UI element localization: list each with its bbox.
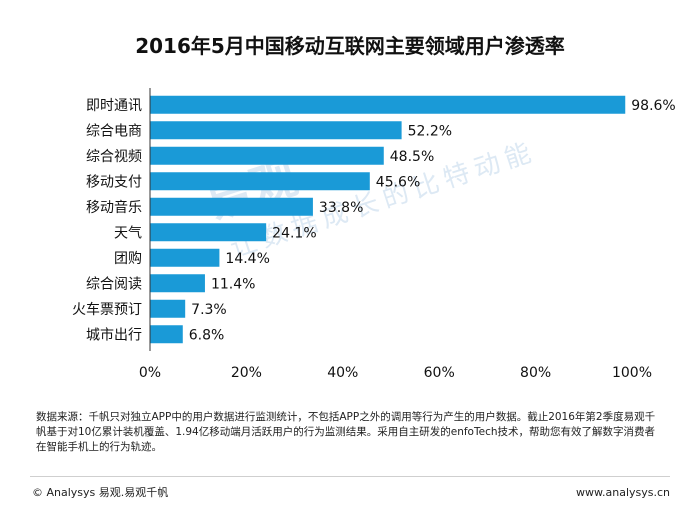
category-label: 城市出行 (86, 326, 142, 343)
footer-website: www.analysys.cn (576, 486, 670, 499)
bar (150, 146, 384, 165)
value-label: 24.1% (272, 225, 316, 241)
bar (150, 95, 626, 114)
value-label: 11.4% (211, 276, 255, 292)
bar (150, 223, 267, 242)
category-label: 综合阅读 (86, 275, 142, 292)
x-tick-label: 40% (327, 365, 358, 381)
x-tick-label: 0% (139, 365, 161, 381)
bars-layer (150, 95, 626, 344)
footer-copyright: © Analysys 易观.易观千帆 (32, 486, 169, 499)
bar (150, 325, 183, 344)
category-label: 综合电商 (86, 123, 142, 139)
bar (150, 197, 313, 216)
category-label: 综合视频 (86, 149, 142, 165)
value-label: 6.8% (189, 327, 225, 343)
category-label: 火车票预订 (72, 301, 142, 318)
value-label: 48.5% (390, 149, 434, 165)
category-label: 团购 (114, 251, 142, 267)
value-label: 33.8% (319, 200, 363, 216)
x-tick-label: 60% (424, 365, 455, 381)
value-label: 45.6% (376, 174, 420, 190)
value-labels: 98.6% 52.2% 48.5% 45.6% 33.8%24.1%14.4% 11.4%… (189, 98, 676, 344)
bar (150, 172, 370, 191)
chart-title: 2016年5月中国移动互联网主要领域用户渗透率 (135, 34, 565, 58)
source-note: 数据来源：千帆只对独立APP中的用户数据进行监测统计，不包括APP之外的调用等行… (36, 411, 656, 453)
category-label: 即时通讯 (86, 98, 142, 114)
value-label: 52.2% (408, 123, 452, 139)
value-label: 14.4% (225, 251, 269, 267)
value-label: 98.6% (631, 98, 675, 114)
bar (150, 121, 402, 140)
bar (150, 299, 186, 318)
bar (150, 274, 205, 293)
category-label: 移动支付 (86, 174, 142, 190)
category-label: 天气 (114, 225, 142, 241)
x-tick-labels: 0% 20% 40% 60% 80% 100% (139, 365, 652, 381)
x-tick-label: 80% (520, 365, 551, 381)
x-tick-label: 100% (612, 365, 652, 381)
value-label: 7.3% (191, 302, 227, 318)
category-label: 移动音乐 (86, 199, 142, 216)
bar (150, 248, 220, 267)
footer-divider (30, 476, 670, 477)
x-tick-label: 20% (231, 365, 262, 381)
